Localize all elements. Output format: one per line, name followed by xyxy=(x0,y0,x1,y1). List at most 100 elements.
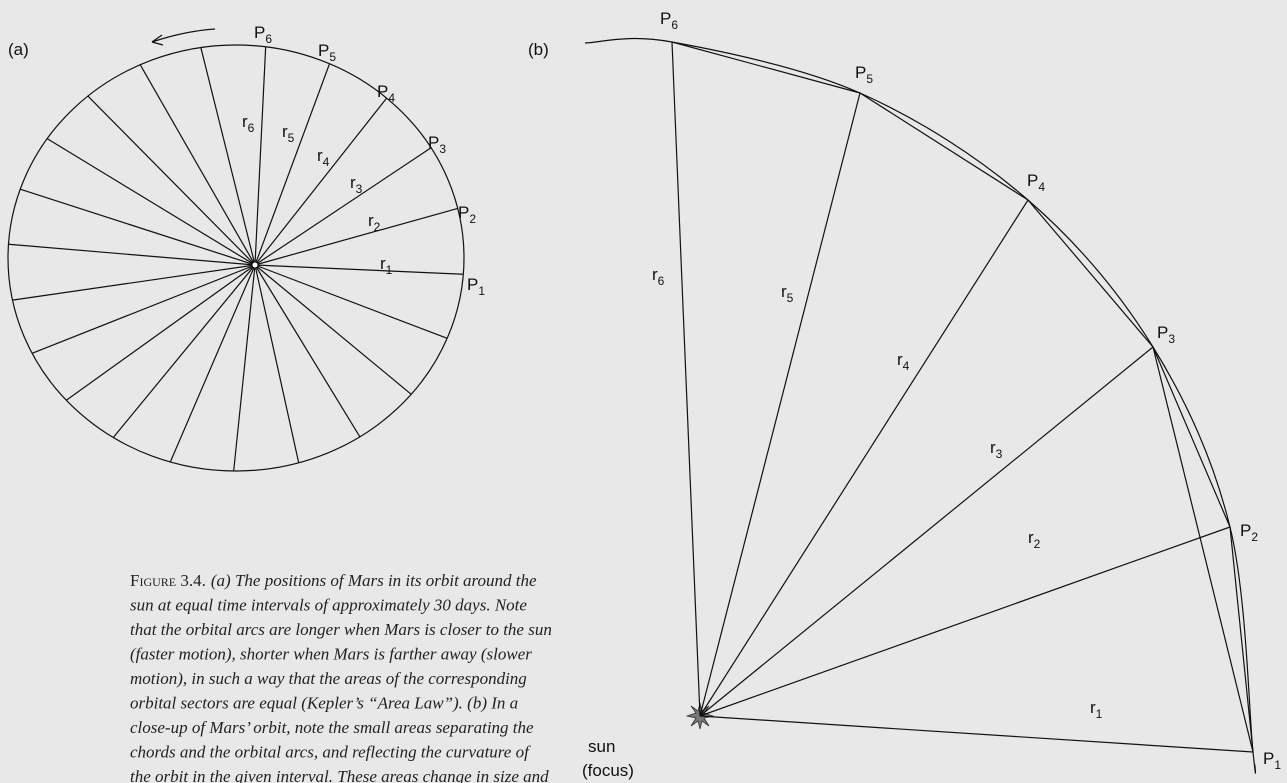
position-label: P5 xyxy=(855,63,873,86)
label-base: P xyxy=(660,9,671,28)
position-label: P3 xyxy=(428,133,446,156)
spoke xyxy=(87,95,256,266)
spoke xyxy=(233,264,256,472)
label-subscript: 4 xyxy=(1038,180,1045,194)
label-subscript: 6 xyxy=(658,274,665,288)
label-base: r xyxy=(350,173,356,192)
radius-label: r4 xyxy=(897,350,910,373)
caption-line: (faster motion), shorter when Mars is fa… xyxy=(130,645,532,664)
label-subscript: 2 xyxy=(374,220,381,234)
caption-line: Figure 3.4. (a) The positions of Mars in … xyxy=(130,571,537,590)
position-label: P5 xyxy=(318,41,336,64)
chord xyxy=(1152,346,1231,528)
label-base: P xyxy=(1027,171,1038,190)
spoke xyxy=(139,64,256,266)
label-base: P xyxy=(458,203,469,222)
label-subscript: 4 xyxy=(388,91,395,105)
radius-label: r5 xyxy=(781,282,794,305)
caption-label: Figure 3.4. xyxy=(130,571,206,590)
spoke xyxy=(169,264,256,463)
label-base: P xyxy=(318,41,329,60)
spoke xyxy=(254,264,300,463)
position-label: P6 xyxy=(254,23,272,46)
label-subscript: 2 xyxy=(469,212,476,226)
spoke xyxy=(20,188,256,266)
radius-label: r2 xyxy=(1028,528,1041,551)
spoke xyxy=(254,147,432,266)
label-subscript: 1 xyxy=(1096,707,1103,721)
caption-line: that the orbital arcs are longer when Ma… xyxy=(130,620,552,639)
spoke xyxy=(254,207,458,266)
chord xyxy=(859,92,1029,201)
label-base: P xyxy=(428,133,439,152)
chord xyxy=(1229,526,1254,753)
spoke xyxy=(254,97,388,266)
chord xyxy=(671,41,861,94)
caption-line: motion), in such a way that the areas of… xyxy=(130,669,527,688)
label-subscript: 4 xyxy=(323,155,330,169)
radius-label: r1 xyxy=(1090,698,1103,721)
focus-label: (focus) xyxy=(582,761,634,780)
spoke xyxy=(65,264,256,401)
radius-label: r3 xyxy=(990,438,1003,461)
label-base: r xyxy=(652,265,658,284)
label-subscript: 6 xyxy=(265,32,272,46)
spoke xyxy=(254,46,267,266)
spoke xyxy=(8,243,256,266)
label-subscript: 3 xyxy=(996,447,1003,461)
label-base: r xyxy=(781,282,787,301)
sun-label: sun xyxy=(588,737,615,756)
spoke xyxy=(12,264,256,301)
label-base: P xyxy=(855,63,866,82)
label-subscript: 1 xyxy=(1274,758,1281,772)
position-label: P1 xyxy=(1263,749,1281,772)
radius xyxy=(699,526,1231,717)
spoke xyxy=(254,264,361,438)
orbit-b xyxy=(584,37,1257,774)
radius xyxy=(699,199,1029,717)
position-label: P6 xyxy=(660,9,678,32)
label-base: r xyxy=(380,254,386,273)
radius xyxy=(699,92,861,717)
label-subscript: 5 xyxy=(866,72,873,86)
panel-label: (b) xyxy=(528,40,549,59)
panel-label: (a) xyxy=(8,40,29,59)
direction-arrow xyxy=(151,28,216,43)
radius xyxy=(699,346,1154,717)
spoke xyxy=(254,63,331,266)
spoke xyxy=(254,264,448,339)
position-label: P3 xyxy=(1157,323,1175,346)
spoke xyxy=(254,264,412,395)
position-label: P4 xyxy=(377,82,395,105)
arrow-head xyxy=(151,34,164,46)
position-label: P1 xyxy=(467,275,485,298)
spoke xyxy=(46,138,256,266)
label-base: P xyxy=(254,23,265,42)
label-base: r xyxy=(368,211,374,230)
label-base: r xyxy=(317,146,323,165)
label-base: P xyxy=(467,275,478,294)
label-subscript: 2 xyxy=(1034,537,1041,551)
sun-dot xyxy=(251,261,259,269)
label-subscript: 6 xyxy=(248,121,255,135)
spoke xyxy=(254,264,464,275)
label-subscript: 3 xyxy=(439,142,446,156)
label-subscript: 5 xyxy=(329,50,336,64)
label-base: r xyxy=(1028,528,1034,547)
label-base: P xyxy=(1240,521,1251,540)
caption-line: close-up of Mars’ orbit, note the small … xyxy=(130,718,534,737)
radius-label: r5 xyxy=(282,122,295,145)
label-base: r xyxy=(897,350,903,369)
radius-label: r3 xyxy=(350,173,363,196)
chord xyxy=(1027,199,1154,348)
caption-line: sun at equal time intervals of approxima… xyxy=(130,596,527,615)
label-base: P xyxy=(1263,749,1274,768)
label-subscript: 1 xyxy=(386,263,393,277)
caption-text: (a) The positions of Mars in its orbit a… xyxy=(211,571,537,590)
spoke xyxy=(200,47,256,266)
position-label: P2 xyxy=(1240,521,1258,544)
label-base: r xyxy=(242,112,248,131)
label-base: r xyxy=(1090,698,1096,717)
label-subscript: 5 xyxy=(288,131,295,145)
